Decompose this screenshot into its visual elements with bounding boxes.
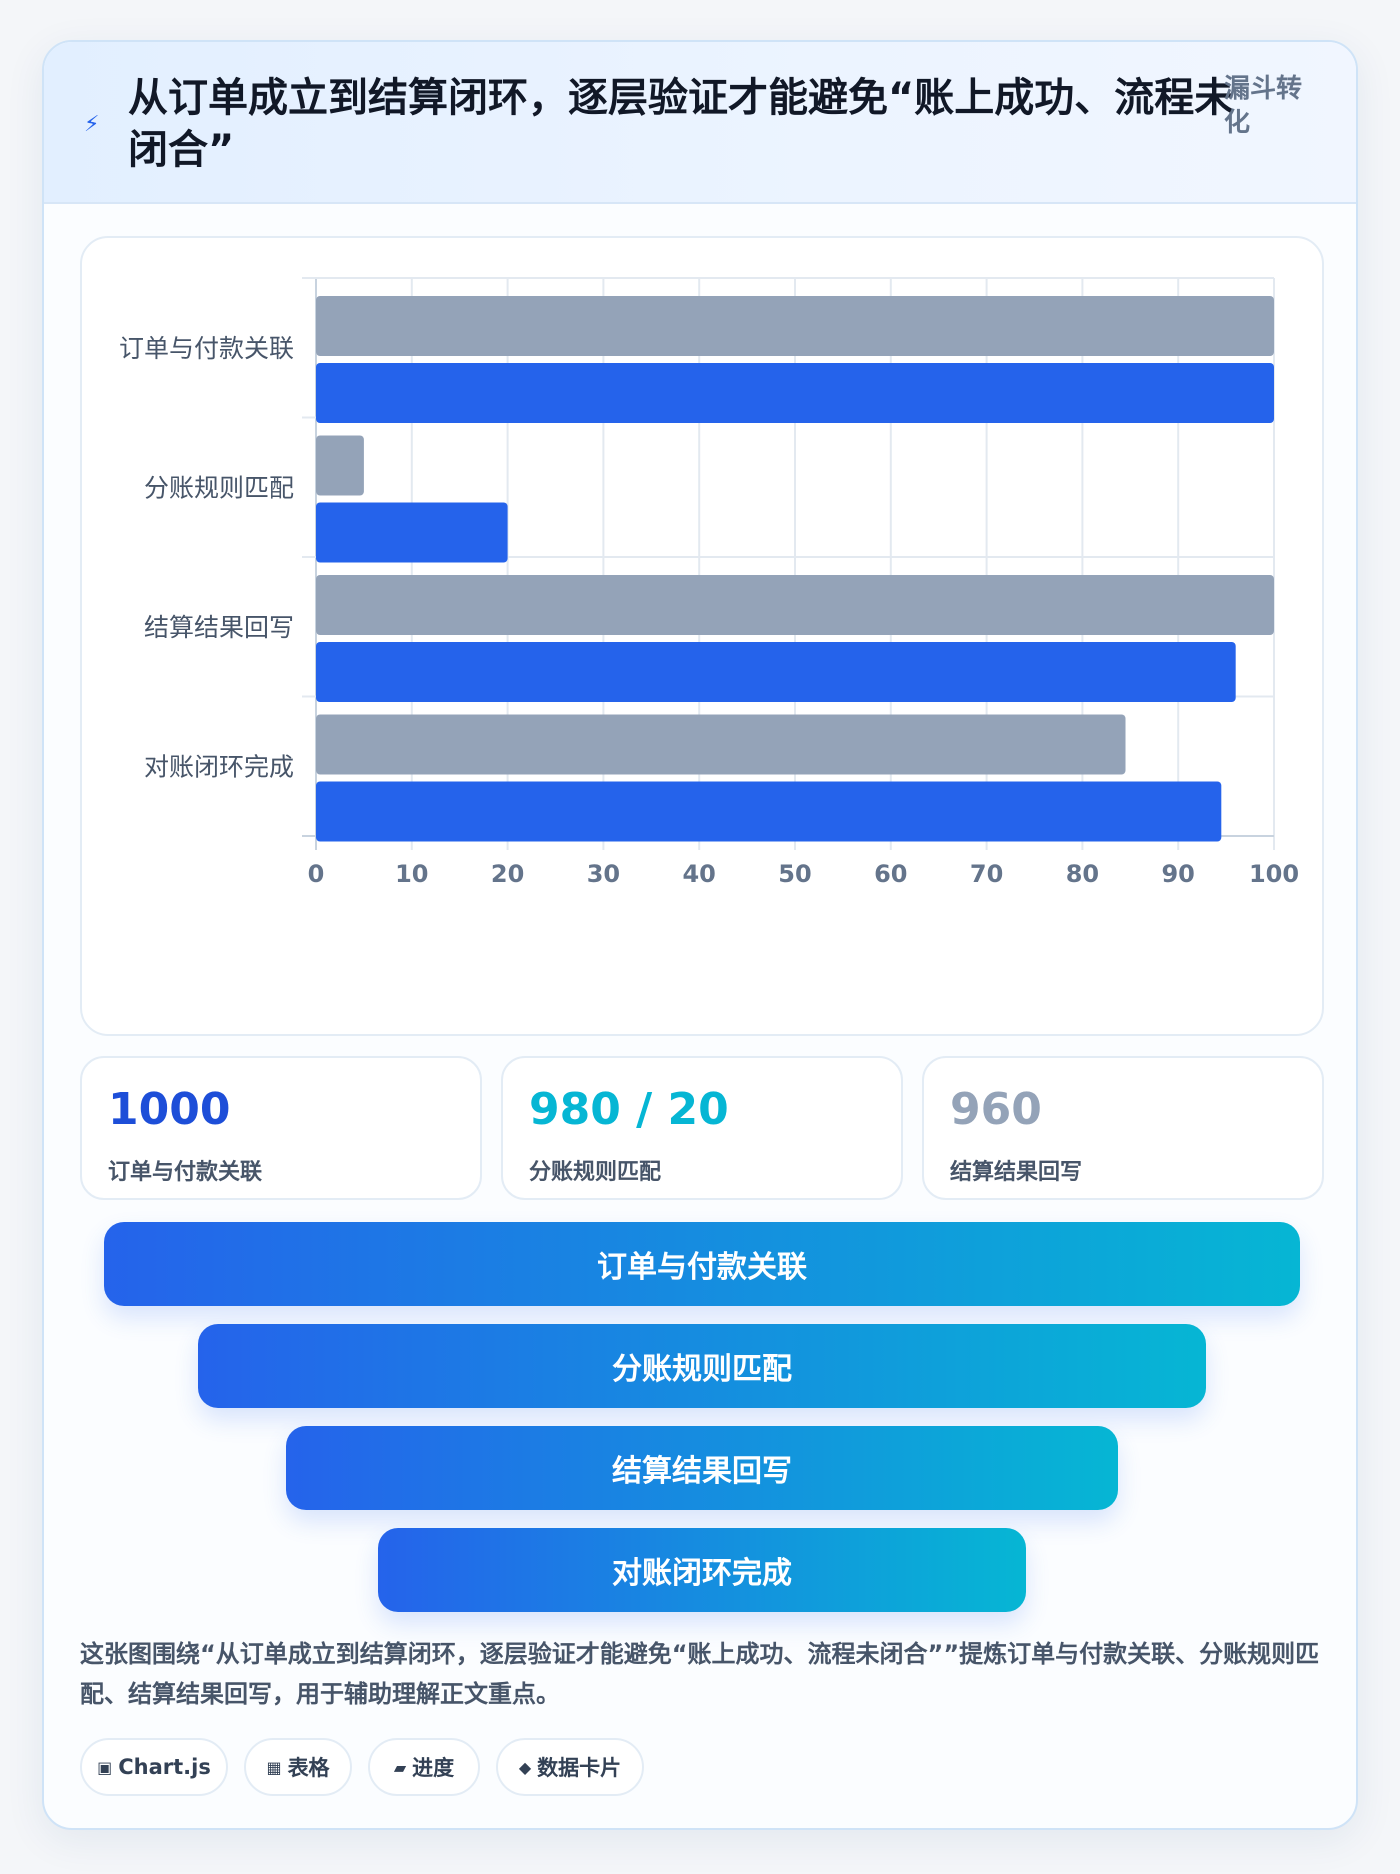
chip-table[interactable]: ▦ 表格: [244, 1738, 352, 1796]
bar-series1-4: [316, 714, 1126, 775]
x-tick-label: 40: [682, 860, 715, 888]
x-tick-label: 30: [587, 860, 620, 888]
bar-series2-1: [316, 363, 1274, 423]
stat-value: 980 / 20: [529, 1084, 729, 1135]
x-tick-label: 10: [395, 860, 428, 888]
stat-label: 订单与付款关联: [108, 1160, 263, 1185]
y-tick-label: 订单与付款关联: [119, 334, 294, 363]
chip-label: 数据卡片: [537, 1756, 622, 1780]
stat-card-1: 1000 订单与付款关联: [80, 1056, 482, 1200]
chip-data-card[interactable]: ◆ 数据卡片: [496, 1738, 644, 1796]
bar-series1-3: [316, 575, 1274, 635]
funnel-step-2: 分账规则匹配: [198, 1324, 1206, 1408]
card-header: ⚡ 从订单成立到结算闭环，逐层验证才能避免“账上成功、流程未闭合” 漏斗转化: [44, 42, 1356, 204]
chart-type-tag: 漏斗转化: [1224, 74, 1303, 138]
stat-card-3: 960 结算结果回写: [922, 1056, 1324, 1200]
bar-series1-1: [316, 296, 1274, 356]
chart-description: 这张图围绕“从订单成立到结算闭环，逐层验证才能避免“账上成功、流程未闭合””提炼…: [80, 1640, 1320, 1708]
x-tick-label: 100: [1249, 860, 1299, 888]
chip-chartjs[interactable]: ▣ Chart.js: [80, 1738, 228, 1796]
bar-series2-2: [316, 502, 508, 563]
chip-label: Chart.js: [118, 1755, 211, 1779]
x-tick-label: 60: [874, 860, 907, 888]
funnel-step-1: 订单与付款关联: [104, 1222, 1300, 1306]
x-tick-label: 0: [308, 860, 325, 888]
stat-value: 1000: [108, 1084, 231, 1135]
chip-label: 表格: [287, 1756, 330, 1780]
stat-value: 960: [950, 1084, 1042, 1135]
x-tick-label: 50: [778, 860, 811, 888]
x-tick-label: 20: [491, 860, 524, 888]
funnel-step-4: 对账闭环完成: [378, 1528, 1026, 1612]
y-tick-label: 结算结果回写: [144, 613, 294, 642]
table-grid-icon: ▦: [266, 1757, 282, 1777]
bar-series1-2: [316, 435, 364, 496]
x-tick-label: 80: [1066, 860, 1099, 888]
chip-progress[interactable]: ▰ 进度: [368, 1738, 480, 1796]
bar-series2-3: [316, 642, 1236, 702]
report-card: ⚡ 从订单成立到结算闭环，逐层验证才能避免“账上成功、流程未闭合” 漏斗转化 订…: [42, 40, 1358, 1830]
stat-card-2: 980 / 20 分账规则匹配: [501, 1056, 903, 1200]
chip-square-icon: ▣: [97, 1757, 113, 1777]
stat-label: 结算结果回写: [950, 1160, 1083, 1185]
page-title: 从订单成立到结算闭环，逐层验证才能避免“账上成功、流程未闭合”: [128, 75, 1235, 173]
funnel-step-3: 结算结果回写: [286, 1426, 1118, 1510]
y-tick-label: 对账闭环完成: [144, 752, 294, 781]
bar-chart-panel: 订单与付款关联分账规则匹配 结算结果回写 对账闭环完成 0 10 20 30 40 50 60 70…: [80, 236, 1324, 1036]
diamond-icon: ◆: [518, 1757, 532, 1777]
x-tick-label: 70: [970, 860, 1003, 888]
x-tick-label: 90: [1161, 860, 1194, 888]
stat-label: 分账规则匹配: [529, 1160, 662, 1185]
y-tick-label: 分账规则匹配: [144, 473, 294, 502]
chip-label: 进度: [412, 1756, 455, 1780]
progress-bar-icon: ▰: [393, 1757, 407, 1777]
lightning-icon: ⚡: [84, 112, 100, 137]
bar-series2-4: [316, 781, 1222, 842]
